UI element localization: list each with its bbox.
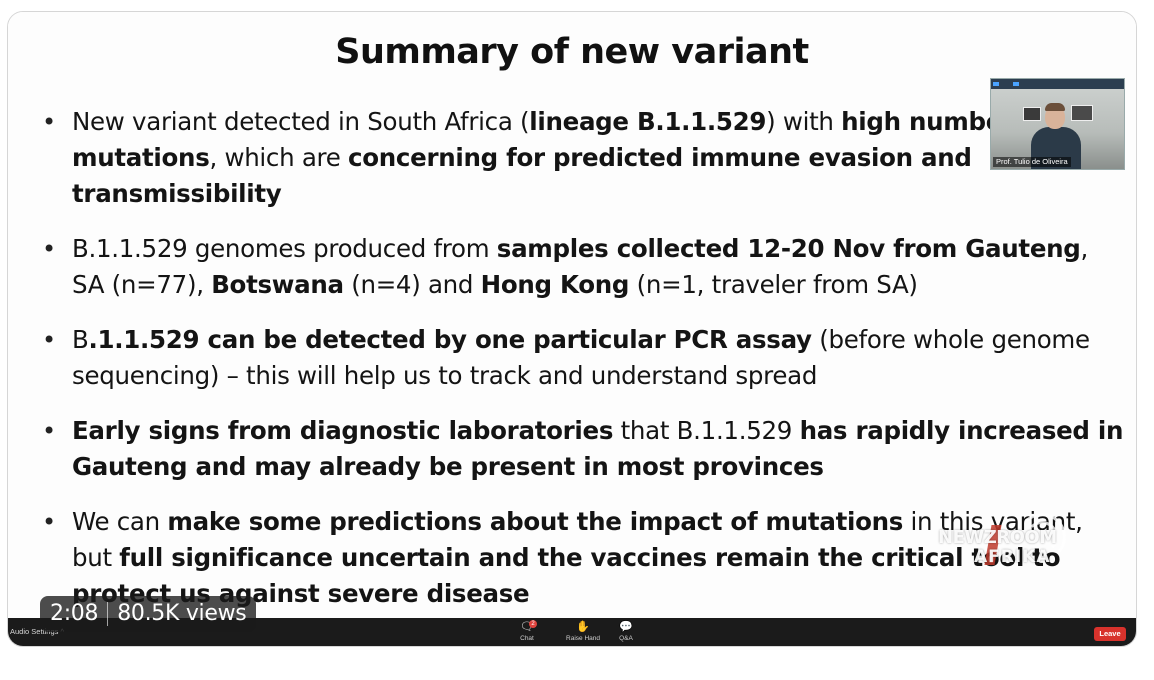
- watermark-line2: AFRIKA: [974, 547, 1051, 567]
- chat-badge: 2: [529, 620, 537, 628]
- raise-hand-label: Raise Hand: [566, 635, 600, 642]
- slide-title: Summary of new variant: [335, 32, 809, 72]
- presentation-slide: Summary of new variant New variant detec…: [8, 12, 1136, 618]
- bullet-text: New variant detected in South Africa (: [72, 107, 530, 136]
- slide-bullet: B.1.1.529 genomes produced from samples …: [36, 231, 1126, 303]
- bullet-text: We can: [72, 507, 168, 536]
- bullet-bold-text: lineage B.1.1.529: [529, 107, 767, 136]
- wall-picture: [1071, 105, 1093, 121]
- bullet-text: (n=4) and: [343, 270, 481, 299]
- bullet-list: New variant detected in South Africa (li…: [36, 104, 1126, 631]
- participant-hair: [1045, 103, 1065, 111]
- broadcaster-watermark: NEWZROOM AFRIKA: [930, 513, 1080, 581]
- bullet-text: B.1.1.529 genomes produced from: [72, 234, 497, 263]
- qa-button[interactable]: 💬 Q&A: [604, 621, 648, 642]
- bullet-bold-text: has rapidly increased in Gauteng and may…: [72, 416, 1124, 481]
- audio-settings-button[interactable]: Audio Settings ^: [10, 627, 64, 636]
- chat-label: Chat: [520, 635, 534, 642]
- video-player[interactable]: Summary of new variant New variant detec…: [7, 11, 1137, 647]
- wall-picture: [1023, 107, 1041, 121]
- bullet-text: , which are: [209, 143, 349, 172]
- bullet-bold-text: concerning for predicted immune evasion …: [72, 143, 972, 208]
- bullet-bold-text: Early signs from diagnostic laboratories: [72, 416, 614, 445]
- bullet-bold-text: samples collected 12-20 Nov from Gauteng: [496, 234, 1081, 263]
- elapsed-time: 2:08: [50, 601, 99, 626]
- participant-webcam[interactable]: Prof. Tulio de Oliveira: [990, 78, 1125, 170]
- bullet-bold-text: .1.1.529 can be detected by one particul…: [88, 325, 813, 354]
- raise-hand-button[interactable]: ✋ Raise Hand: [561, 621, 605, 642]
- qa-label: Q&A: [619, 635, 633, 642]
- qa-icon: 💬: [619, 621, 633, 633]
- watermark-line1: NEWZROOM: [938, 527, 1057, 548]
- participant-name: Prof. Tulio de Oliveira: [993, 157, 1071, 167]
- participant-head: [1045, 105, 1065, 129]
- slide-bullet: We can make some predictions about the i…: [36, 504, 1126, 612]
- bullet-text: ) with: [766, 107, 842, 136]
- hand-icon: ✋: [576, 621, 590, 633]
- stats-divider: [107, 602, 109, 626]
- bullet-text: (before whole genome sequencing) – this …: [72, 325, 1090, 390]
- bullet-bold-text: Hong Kong: [480, 270, 630, 299]
- video-stats-badge: 2:08 80.5K views: [40, 596, 257, 632]
- bullet-bold-text: make some predictions about the impact o…: [167, 507, 904, 536]
- bullet-text: , SA (n=77),: [72, 234, 1089, 299]
- chat-button[interactable]: 🗨 2 Chat: [505, 620, 549, 642]
- bullet-text: that B.1.1.529: [613, 416, 800, 445]
- leave-button[interactable]: Leave: [1094, 627, 1126, 641]
- slide-bullet: B.1.1.529 can be detected by one particu…: [36, 322, 1126, 394]
- view-count: 80.5K views: [117, 601, 247, 626]
- bullet-text: B: [72, 325, 89, 354]
- slide-bullet: New variant detected in South Africa (li…: [36, 104, 1126, 212]
- watermark-signal-icon: [1026, 521, 1058, 553]
- chat-icon: 🗨: [520, 621, 534, 633]
- webcam-topbar: [991, 79, 1124, 89]
- bullet-bold-text: Botswana: [211, 270, 344, 299]
- slide-bullet: Early signs from diagnostic laboratories…: [36, 413, 1126, 485]
- bullet-text: (n=1, traveler from SA): [629, 270, 918, 299]
- watermark-signal-icon: [1018, 513, 1066, 561]
